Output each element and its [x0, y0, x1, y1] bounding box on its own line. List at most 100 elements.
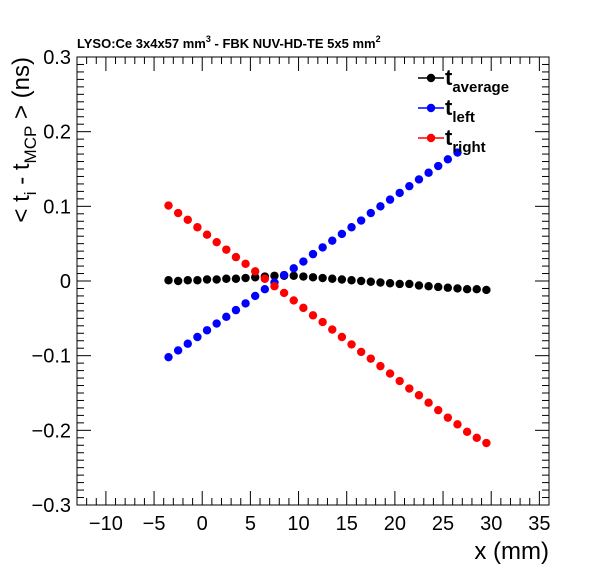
data-point-left: [202, 326, 212, 335]
data-point-right: [173, 208, 183, 218]
y-tick-label: 0: [60, 271, 71, 293]
data-point-right: [212, 237, 221, 247]
x-tick-label: 15: [336, 513, 358, 535]
data-point-average: [289, 271, 298, 280]
title-middle: - FBK NUV-HD-TE 5x5 mm: [211, 36, 376, 51]
y-tick-label: 0.3: [43, 47, 71, 69]
data-point-right: [270, 282, 279, 291]
x-axis-ticks: [76, 57, 550, 505]
data-point-average: [376, 278, 385, 287]
data-point-left: [356, 216, 366, 225]
y-title-part-1: < t: [8, 195, 35, 223]
data-point-right: [462, 427, 472, 437]
data-point-right: [183, 215, 192, 224]
data-point-left: [347, 223, 356, 232]
data-point-average: [414, 281, 424, 290]
data-point-average: [405, 279, 414, 289]
data-point-average: [434, 282, 443, 292]
y-tick-label: −0.2: [32, 420, 71, 442]
data-point-average: [164, 276, 173, 285]
data-point-left: [376, 202, 385, 211]
data-point-left: [318, 243, 327, 252]
legend-entry-left: tleft: [418, 95, 475, 126]
legend-marker: [426, 103, 436, 113]
data-point-average: [251, 273, 260, 282]
data-point-left: [453, 148, 462, 157]
title-sup-1: 3: [206, 34, 211, 44]
data-point-left: [443, 155, 453, 164]
data-point-right: [453, 420, 462, 429]
legend-entry-right: tright: [418, 125, 486, 156]
y-title-sub-2: MCP: [21, 126, 40, 164]
data-point-right: [376, 361, 385, 371]
data-point-left: [251, 291, 260, 301]
data-point-left: [222, 312, 231, 322]
data-point-left: [337, 229, 347, 239]
y-title-sub-1: i: [21, 191, 40, 195]
legend-label: taverage: [445, 65, 509, 96]
data-point-left: [405, 181, 414, 191]
x-tick-label: 10: [287, 513, 309, 535]
y-tick-label: 0.2: [43, 122, 71, 144]
legend-marker: [426, 133, 436, 143]
y-tick-label: 0.1: [43, 196, 71, 218]
data-point-average: [443, 283, 453, 292]
data-point-left: [279, 270, 289, 280]
x-tick-label: −10: [89, 513, 123, 535]
data-point-average: [308, 273, 318, 282]
data-point-average: [231, 274, 241, 283]
data-point-right: [424, 398, 433, 407]
data-point-average: [385, 279, 395, 288]
data-point-right: [443, 413, 453, 422]
data-point-average: [183, 276, 192, 285]
legend-entry-average: taverage: [418, 65, 509, 96]
legend-marker: [426, 73, 436, 83]
title-prefix: LYSO:Ce 3x4x57 mm: [77, 36, 206, 51]
data-point-right: [366, 354, 375, 363]
data-point-right: [472, 433, 481, 442]
data-point-right: [318, 317, 327, 327]
data-point-left: [366, 208, 375, 218]
data-point-right: [299, 303, 308, 313]
data-point-left: [414, 175, 424, 184]
data-point-average: [328, 274, 337, 283]
data-point-left: [260, 285, 270, 294]
data-point-average: [366, 277, 375, 286]
legend-label-main: t: [445, 65, 453, 90]
legend-label-sub: average: [452, 79, 509, 96]
data-point-average: [356, 276, 366, 286]
y-axis-ticks: [77, 56, 549, 506]
x-tick-label: 30: [480, 513, 502, 535]
data-point-right: [289, 296, 298, 305]
data-point-right: [385, 369, 395, 378]
data-point-average: [173, 276, 183, 286]
data-point-left: [212, 319, 221, 328]
data-point-right: [482, 438, 491, 448]
y-tick-label: −0.1: [32, 346, 71, 368]
data-point-average: [337, 275, 347, 284]
x-tick-label: −5: [143, 513, 166, 535]
data-point-right: [279, 288, 289, 298]
series-left: [164, 148, 462, 362]
legend-label-sub: right: [452, 139, 485, 156]
data-point-average: [395, 279, 404, 289]
data-point-right: [193, 223, 202, 232]
data-point-left: [241, 299, 250, 308]
data-point-left: [434, 161, 443, 171]
series-average: [164, 271, 491, 295]
data-point-left: [308, 249, 318, 259]
data-point-left: [395, 188, 404, 198]
data-point-left: [231, 305, 241, 315]
data-point-average: [299, 272, 308, 281]
title-sup-2: 2: [376, 34, 381, 44]
y-axis-tick-labels: −0.3 −0.2 −0.1 0 0.1 0.2 0.3: [32, 47, 71, 517]
data-point-right: [202, 230, 212, 239]
data-point-right: [222, 245, 231, 254]
data-point-left: [385, 195, 395, 204]
data-point-left: [424, 168, 433, 177]
data-point-average: [472, 285, 481, 294]
legend-label-main: t: [445, 95, 453, 120]
